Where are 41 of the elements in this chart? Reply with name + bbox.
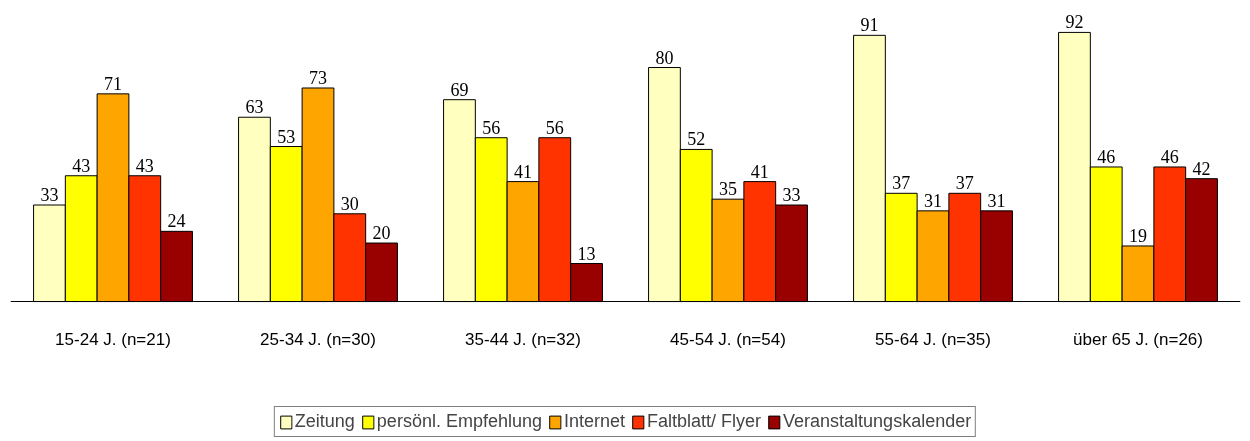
- data-label: 91: [860, 15, 879, 36]
- data-label: 30: [340, 193, 359, 214]
- data-label: 13: [577, 243, 596, 264]
- legend-label: Faltblatt/ Flyer: [647, 411, 762, 432]
- x-tick-label: 25-34 J. (n=30): [260, 329, 376, 349]
- x-tick-label: 55-64 J. (n=35): [875, 329, 991, 349]
- data-label: 31: [924, 190, 942, 211]
- data-label: 56: [545, 117, 564, 138]
- data-label: 53: [277, 126, 296, 147]
- data-label: 42: [1192, 158, 1211, 179]
- data-label: 31: [987, 190, 1006, 211]
- data-label: 41: [750, 161, 769, 182]
- legend-label: Zeitung: [294, 411, 355, 432]
- data-label: 41: [514, 161, 532, 182]
- legend-label: Internet: [563, 411, 626, 432]
- legend-label: persönl. Empfehlung: [376, 411, 542, 432]
- legend-label: Veranstaltungskalender: [783, 411, 972, 432]
- data-label: 71: [104, 73, 122, 94]
- data-label: 46: [1160, 146, 1179, 167]
- x-tick-label: 15-24 J. (n=21): [55, 329, 171, 349]
- data-label: 24: [167, 211, 186, 232]
- data-label: 69: [450, 79, 469, 100]
- data-label: 73: [309, 68, 327, 88]
- x-tick-label: 45-54 J. (n=54): [670, 329, 786, 349]
- data-label: 33: [782, 185, 801, 206]
- x-tick-label: über 65 J. (n=26): [1073, 329, 1203, 349]
- data-label: 19: [1129, 225, 1147, 246]
- data-label: 35: [719, 179, 737, 200]
- data-label: 37: [892, 173, 911, 194]
- data-label: 33: [40, 185, 59, 206]
- data-label: 37: [955, 173, 974, 194]
- data-label: 43: [135, 155, 154, 176]
- data-label: 80: [655, 47, 674, 68]
- data-label: 43: [72, 155, 91, 176]
- data-label: 20: [372, 223, 391, 244]
- data-label: 56: [482, 117, 501, 138]
- x-tick-label: 35-44 J. (n=32): [465, 329, 581, 349]
- data-label: 92: [1065, 12, 1084, 33]
- data-label: 52: [687, 129, 706, 150]
- data-label: 46: [1097, 146, 1116, 167]
- data-label: 63: [245, 97, 264, 118]
